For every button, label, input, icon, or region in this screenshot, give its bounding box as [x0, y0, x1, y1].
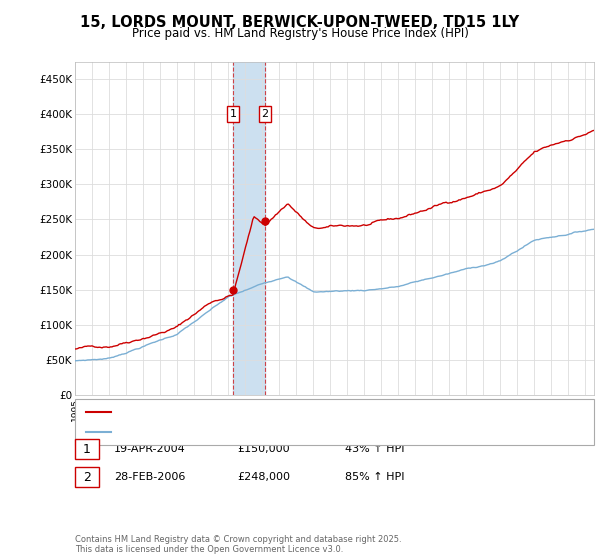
- Bar: [233, 62, 265, 395]
- Text: £248,000: £248,000: [237, 472, 290, 482]
- Text: 1: 1: [230, 109, 236, 119]
- Point: [228, 285, 238, 294]
- Text: 2: 2: [83, 470, 91, 484]
- Text: 15, LORDS MOUNT, BERWICK-UPON-TWEED, TD15 1LY (semi-detached house): 15, LORDS MOUNT, BERWICK-UPON-TWEED, TD1…: [117, 407, 496, 417]
- Text: 15, LORDS MOUNT, BERWICK-UPON-TWEED, TD15 1LY: 15, LORDS MOUNT, BERWICK-UPON-TWEED, TD1…: [80, 15, 520, 30]
- Text: Contains HM Land Registry data © Crown copyright and database right 2025.
This d: Contains HM Land Registry data © Crown c…: [75, 535, 401, 554]
- Text: £150,000: £150,000: [237, 444, 290, 454]
- Text: 1: 1: [83, 442, 91, 456]
- Text: 2: 2: [262, 109, 269, 119]
- Text: 43% ↑ HPI: 43% ↑ HPI: [345, 444, 404, 454]
- Text: 85% ↑ HPI: 85% ↑ HPI: [345, 472, 404, 482]
- Text: 28-FEB-2006: 28-FEB-2006: [114, 472, 185, 482]
- Text: 19-APR-2004: 19-APR-2004: [114, 444, 186, 454]
- Text: HPI: Average price, semi-detached house, Northumberland: HPI: Average price, semi-detached house,…: [117, 427, 405, 437]
- Point: [260, 216, 270, 225]
- Text: Price paid vs. HM Land Registry's House Price Index (HPI): Price paid vs. HM Land Registry's House …: [131, 27, 469, 40]
